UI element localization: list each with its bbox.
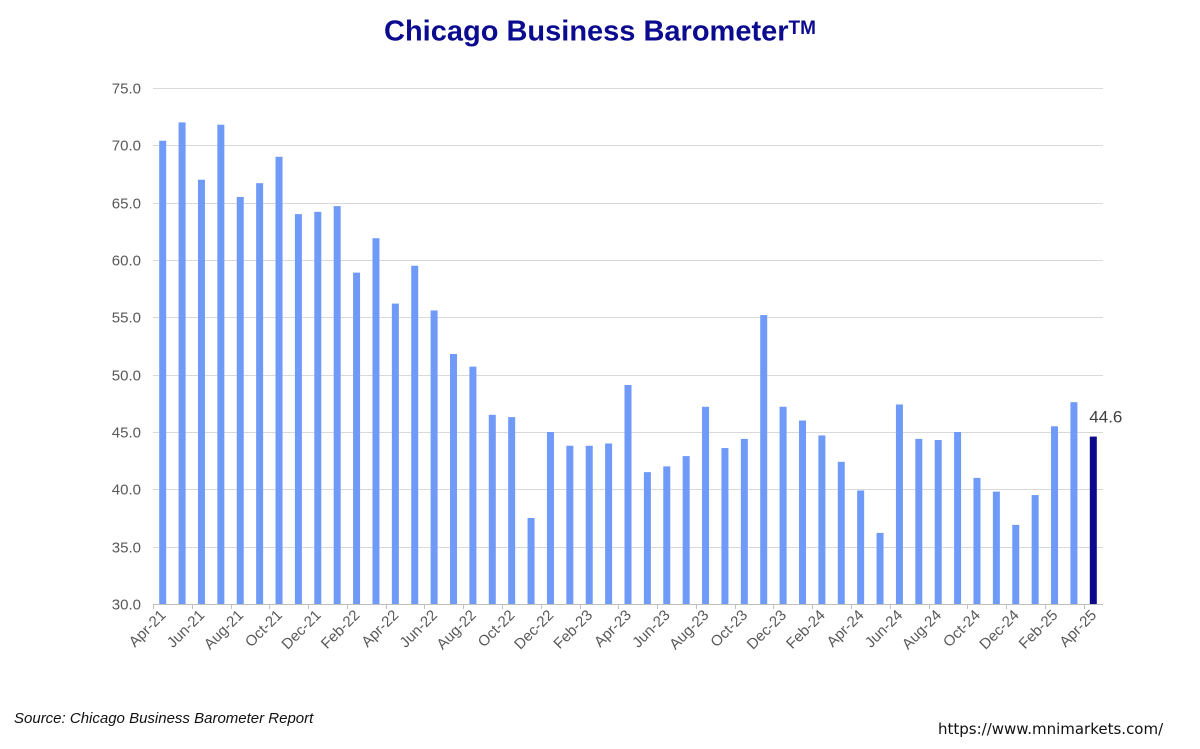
y-tick-label: 55.0 xyxy=(112,310,141,327)
bar-Oct-23 xyxy=(740,438,748,604)
x-tick-label: Jun-24 xyxy=(862,607,906,651)
trademark-mark: TM xyxy=(788,18,816,39)
bar-Jul-22 xyxy=(450,354,458,604)
x-tick-label: Feb-22 xyxy=(318,607,364,653)
x-tick-label: Apr-23 xyxy=(591,607,635,651)
bar-Oct-22 xyxy=(508,417,516,604)
x-tick-label: Oct-24 xyxy=(940,607,984,651)
y-tick-label: 50.0 xyxy=(112,368,141,385)
bar-Jun-24 xyxy=(895,404,903,604)
x-tick-label: Dec-21 xyxy=(278,607,324,653)
bar-Apr-21 xyxy=(159,140,167,604)
x-tick-label: Jun-21 xyxy=(164,607,208,651)
data-label-latest: 44.6 xyxy=(1089,408,1122,427)
bar-Aug-21 xyxy=(236,196,244,604)
bar-May-21 xyxy=(178,122,186,605)
bar-Aug-24 xyxy=(934,440,942,604)
chart-title: Chicago Business BarometerTM xyxy=(0,14,1200,49)
bar-Feb-23 xyxy=(585,445,593,604)
x-axis xyxy=(153,604,1103,609)
x-tick-label: Jun-22 xyxy=(396,607,440,651)
bar-Jan-23 xyxy=(566,445,574,604)
bar-Aug-23 xyxy=(702,406,710,604)
x-tick-label: Aug-21 xyxy=(201,607,247,653)
bar-Mar-24 xyxy=(837,461,845,604)
y-tick-label: 75.0 xyxy=(112,81,141,98)
bar-Apr-25 xyxy=(1089,436,1097,604)
bar-Mar-25 xyxy=(1070,402,1078,604)
x-tick-label: Apr-25 xyxy=(1056,607,1100,651)
bar-Mar-23 xyxy=(605,443,613,604)
y-axis-tick-labels: 30.0 35.0 40.0 45.0 50.0 55.0 60.0 65.0 70.0 75.0 xyxy=(112,81,141,614)
bar-Nov-23 xyxy=(760,315,768,604)
x-tick-label: Dec-24 xyxy=(976,607,1022,653)
y-tick-label: 40.0 xyxy=(112,482,141,499)
y-tick-label: 70.0 xyxy=(112,138,141,155)
bar-Feb-22 xyxy=(353,272,361,604)
bar-Jan-22 xyxy=(333,206,341,604)
bar-Jul-21 xyxy=(217,124,225,605)
bar-May-22 xyxy=(411,265,419,604)
bar-Sep-24 xyxy=(954,432,962,604)
x-tick-label: Feb-25 xyxy=(1016,607,1062,653)
bar-Apr-24 xyxy=(857,490,865,604)
x-tick-label: Dec-23 xyxy=(744,607,790,653)
bar-Apr-23 xyxy=(624,384,632,604)
bar-Feb-24 xyxy=(818,435,826,604)
bar-Oct-24 xyxy=(973,477,981,604)
chart-title-text: Chicago Business Barometer xyxy=(384,15,789,48)
bar-Dec-24 xyxy=(1012,524,1020,604)
bar-Nov-22 xyxy=(527,518,535,604)
bar-Nov-21 xyxy=(294,214,302,604)
y-tick-label: 60.0 xyxy=(112,253,141,270)
y-tick-label: 35.0 xyxy=(112,540,141,557)
x-axis-tick-labels: Apr-21Jun-21Aug-21Oct-21Dec-21Feb-22Apr-… xyxy=(126,607,1100,653)
bar-Sep-21 xyxy=(256,183,264,604)
x-tick-label: Jun-23 xyxy=(629,607,673,651)
y-tick-label: 45.0 xyxy=(112,425,141,442)
x-tick-label: Oct-23 xyxy=(707,607,751,651)
annotations: 44.6 xyxy=(1089,408,1122,427)
x-tick-label: Aug-24 xyxy=(899,607,945,653)
bar-Dec-23 xyxy=(779,406,787,604)
bar-Jun-22 xyxy=(430,310,438,604)
x-tick-label: Feb-23 xyxy=(550,607,596,653)
y-tick-label: 30.0 xyxy=(112,597,141,614)
bar-Feb-25 xyxy=(1051,426,1059,604)
bar-Mar-22 xyxy=(372,238,380,605)
bars xyxy=(159,122,1097,605)
bar-Jul-24 xyxy=(915,438,923,604)
x-tick-label: Feb-24 xyxy=(783,607,829,653)
bar-May-24 xyxy=(876,532,884,604)
bar-Jun-21 xyxy=(197,179,205,604)
bar-Jan-24 xyxy=(798,420,806,604)
bar-Jun-23 xyxy=(663,466,671,604)
x-tick-label: Aug-22 xyxy=(433,607,479,653)
site-url[interactable]: https://www.mnimarkets.com/ xyxy=(938,720,1164,738)
bar-Nov-24 xyxy=(992,491,1000,604)
source-note: Source: Chicago Business Barometer Repor… xyxy=(14,710,314,727)
bar-Jul-23 xyxy=(682,456,690,604)
bar-Dec-22 xyxy=(546,432,554,604)
x-tick-label: Apr-24 xyxy=(824,607,868,651)
bar-Apr-22 xyxy=(391,303,399,604)
bar-Sep-23 xyxy=(721,448,729,604)
bar-May-23 xyxy=(643,472,651,604)
bar-Oct-21 xyxy=(275,156,283,605)
x-tick-label: Oct-21 xyxy=(242,607,286,651)
x-tick-label: Aug-23 xyxy=(666,607,712,653)
bar-Dec-21 xyxy=(314,211,322,604)
x-tick-label: Oct-22 xyxy=(475,607,519,651)
bar-Aug-22 xyxy=(469,366,477,604)
y-tick-label: 65.0 xyxy=(112,196,141,213)
bar-Jan-25 xyxy=(1031,495,1039,604)
x-tick-label: Apr-22 xyxy=(358,607,402,651)
bar-Sep-22 xyxy=(488,414,496,604)
x-tick-label: Dec-22 xyxy=(511,607,557,653)
